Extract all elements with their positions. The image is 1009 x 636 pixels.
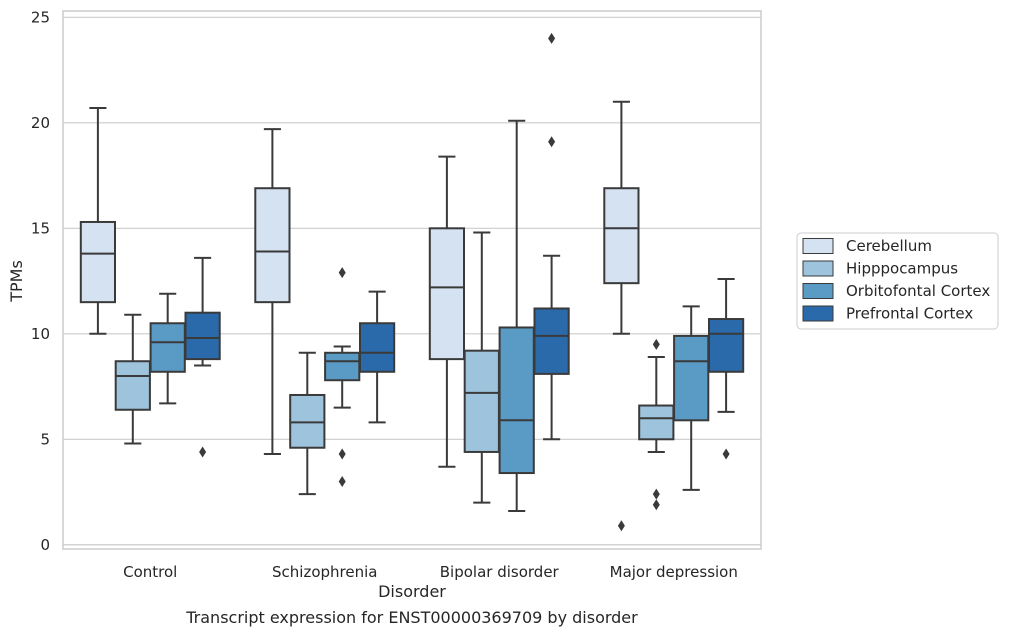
outlier-point [548,32,556,44]
outlier-point [652,499,660,511]
box-iqr [533,307,570,375]
series-hipppocampus [114,231,675,511]
box-group [79,107,117,335]
series-prefrontal-cortex [184,32,745,460]
outlier-point [338,475,346,487]
outlier-point [722,448,730,460]
box-group [463,231,500,504]
legend-swatch [802,238,834,254]
x-tick-label: Major depression [610,563,738,581]
plot-area-frame [62,10,762,550]
y-tick-label: 0 [40,536,50,554]
y-axis-ticks: 0 5 10 15 20 25 [31,8,50,553]
box-iqr [79,220,117,304]
box-iqr [324,351,361,382]
legend-label: Hipppocampus [846,260,958,278]
legend-label: Orbitofontal Cortex [846,282,990,300]
legend-swatch [802,283,834,299]
y-axis-label: TPMs [7,260,26,303]
box-group [498,119,535,513]
outlier-point [652,338,660,350]
legend-label: Prefrontal Cortex [846,305,973,323]
box-iqr [149,322,186,373]
box-group [184,256,221,458]
outlier-point [617,520,625,532]
outlier-point [199,446,207,458]
y-tick-label: 5 [40,430,50,448]
x-axis-ticks: Control Schizophrenia Bipolar disorder Majo… [123,563,738,581]
box-group [603,100,640,532]
legend-frame [796,232,999,330]
box-iqr [498,326,535,475]
box-group [149,292,186,405]
box-group [428,155,466,468]
box-group [324,267,361,487]
legend-label: Cerebellum [846,237,932,255]
box-iqr [673,334,710,422]
box-group [673,305,710,491]
legend-swatch [802,260,834,277]
outlier-point [652,488,660,500]
box-iqr [358,322,396,373]
box-iqr [463,349,500,453]
gridlines [63,16,761,546]
box-iqr [289,393,326,449]
y-tick-label: 15 [31,219,50,237]
box-group [289,351,326,496]
x-tick-label: Schizophrenia [272,563,377,581]
outlier-point [548,136,556,148]
box-series [79,32,745,532]
box-iqr [707,318,745,373]
legend-items: Cerebellum Hipppocampus Orbitofontal Corte… [802,237,990,323]
legend: Cerebellum Hipppocampus Orbitofontal Corte… [796,232,999,330]
box-group [638,338,675,511]
box-group [707,277,745,460]
box-iqr [184,311,221,361]
box-iqr [603,187,640,285]
chart-caption: Transcript expression for ENST0000036970… [185,608,638,627]
y-tick-label: 25 [31,8,50,26]
box-group [358,290,396,424]
box-iqr [254,187,291,304]
box-iqr [114,360,151,411]
legend-swatch [802,305,834,322]
box-group [254,128,291,456]
x-tick-label: Bipolar disorder [440,563,560,581]
outlier-point [338,267,346,279]
series-cerebellum [79,100,640,532]
x-tick-label: Control [123,563,177,581]
x-axis-label: Disorder [378,582,446,601]
box-group [114,313,151,445]
box-iqr [428,227,466,361]
box-iqr [638,404,675,441]
outlier-point [338,448,346,460]
y-tick-label: 10 [31,325,50,343]
box-group [533,32,570,441]
y-tick-label: 20 [31,114,50,132]
